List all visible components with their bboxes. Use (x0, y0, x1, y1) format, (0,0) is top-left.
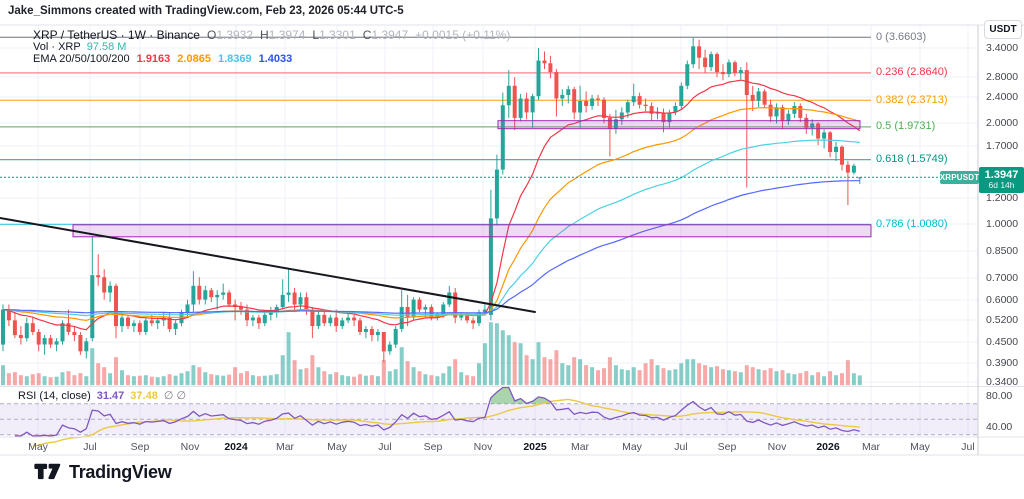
currency-unit-button[interactable]: USDT (984, 20, 1022, 39)
ohlc-values: O1.3932 H1.3974 L1.3301 C1.3947 (200, 28, 408, 42)
price-axis-label: 0.5200 (986, 314, 1019, 326)
change-value: +0.0015 (+0.11%) (415, 28, 511, 42)
bar-countdown: 6d 14h (988, 180, 1015, 191)
ohlc-key: C (362, 28, 372, 42)
ema-label: EMA 20/50/100/200 (33, 53, 130, 65)
time-axis-label: 2024 (224, 441, 248, 453)
price-axis-label: 3.4000 (986, 42, 1019, 54)
tradingview-logo[interactable]: TradingView (34, 461, 172, 483)
time-axis-label: 2025 (523, 441, 547, 453)
fib-lines-layer (0, 36, 871, 226)
price-axis-label: 2.8000 (986, 71, 1019, 83)
symbol-title: XRP / TetherUS · 1W · Binance (33, 28, 200, 42)
price-axis-label: 0.3400 (986, 376, 1019, 388)
attribution-text: Jake_Simmons created with TradingView.co… (8, 5, 404, 17)
time-axis-label: Nov (473, 441, 493, 453)
pane-frames (0, 24, 1024, 456)
ema-value: 1.9163 (136, 53, 171, 65)
price-axis-label: 0.7000 (986, 272, 1019, 284)
ohlc-value: 1.3301 (319, 28, 356, 42)
last-price-axis-box: 1.3947 6d 14h (979, 167, 1024, 193)
price-axis-label: 0.4500 (986, 336, 1019, 348)
price-axis-label: 1.0000 (986, 218, 1019, 230)
volume-layer (1, 322, 862, 386)
ema-lines-layer (2, 79, 861, 331)
time-axis-label: Mar (570, 441, 590, 453)
ohlc-key: O (206, 28, 217, 42)
price-axis-label: 1.2000 (986, 192, 1019, 204)
fib-level-label: 0.618 (1.5749) (876, 153, 948, 166)
rsi-axis-label: 40.00 (986, 421, 1013, 433)
ema-value: 1.8369 (217, 53, 252, 65)
time-axis-label: Nov (767, 441, 787, 453)
time-axis-label: Mar (861, 441, 881, 453)
time-axis-label: Mar (275, 441, 295, 453)
time-axis-label: Jul (961, 441, 975, 453)
time-axis-label: Jul (83, 441, 97, 453)
ohlc-key: L (312, 28, 320, 42)
rsi-value: 31.47 (96, 390, 125, 402)
tradingview-logo-icon (34, 463, 61, 480)
rectangle-drawings-layer[interactable] (72, 120, 872, 238)
rsi-ma-value: 37.48 (130, 390, 158, 402)
time-axis-label: May (622, 441, 642, 453)
time-axis-label: May (28, 441, 48, 453)
ema-legend-row: EMA 20/50/100/200 1.9163 2.0865 1.8369 1.403… (33, 53, 292, 65)
fib-level-label: 0.786 (1.0080) (876, 217, 948, 230)
symbol-legend-row: XRP / TetherUS · 1W · Binance O1.3932 H1.3… (33, 28, 510, 42)
price-axis-label: 0.3900 (986, 357, 1019, 369)
time-axis-label: Sep (717, 441, 737, 453)
price-axis-label: 2.4000 (986, 91, 1019, 103)
price-axis-label: 2.0000 (986, 117, 1019, 129)
ohlc-value: 1.3947 (371, 28, 409, 42)
volume-label: Vol · XRP (33, 41, 81, 53)
rsi-axis-label: 80.00 (986, 390, 1013, 402)
fib-level-label: 0.236 (2.8640) (876, 66, 948, 79)
rsi-label: RSI (14, close) (18, 390, 91, 402)
time-axis-label: Sep (423, 441, 443, 453)
price-axis-label: 0.8500 (986, 245, 1019, 257)
ohlc-value: 1.3932 (216, 28, 254, 42)
fib-level-label: 0 (3.6603) (876, 30, 927, 43)
time-axis-label: 2026 (816, 441, 840, 453)
volume-value: 97.58 M (86, 41, 127, 53)
price-axis-label: 1.7000 (986, 140, 1019, 152)
time-axis-label: Jul (378, 441, 392, 453)
price-axis-label: 0.6000 (986, 294, 1019, 306)
fib-level-label: 0.382 (2.3713) (876, 93, 948, 106)
time-axis-label: May (327, 441, 347, 453)
time-axis-label: May (910, 441, 930, 453)
rsi-empty-set-icon: ∅ ∅ (163, 390, 187, 402)
ema-value: 1.4033 (258, 53, 293, 65)
ema-values: 1.9163 2.0865 1.8369 1.4033 (130, 53, 293, 65)
time-axis-label: Nov (180, 441, 200, 453)
tradingview-logo-text: TradingView (69, 461, 172, 482)
last-price-symbol-badge: XRPUSDT (939, 171, 980, 184)
time-axis-label: Sep (130, 441, 150, 453)
volume-legend-row: Vol · XRP 97.58 M (33, 41, 126, 53)
fib-level-label: 0.5 (1.9731) (876, 120, 936, 133)
ema-value: 2.0865 (177, 53, 211, 65)
last-price-value: 1.3947 (984, 168, 1019, 181)
time-axis-label: Jul (674, 441, 688, 453)
ohlc-value: 1.3974 (268, 28, 306, 42)
ohlc-key: H (260, 28, 269, 42)
trendline-drawing[interactable] (0, 217, 536, 313)
rsi-pane (0, 386, 978, 447)
rsi-legend-row: RSI (14, close) 31.47 37.48 ∅ ∅ (12, 389, 186, 402)
